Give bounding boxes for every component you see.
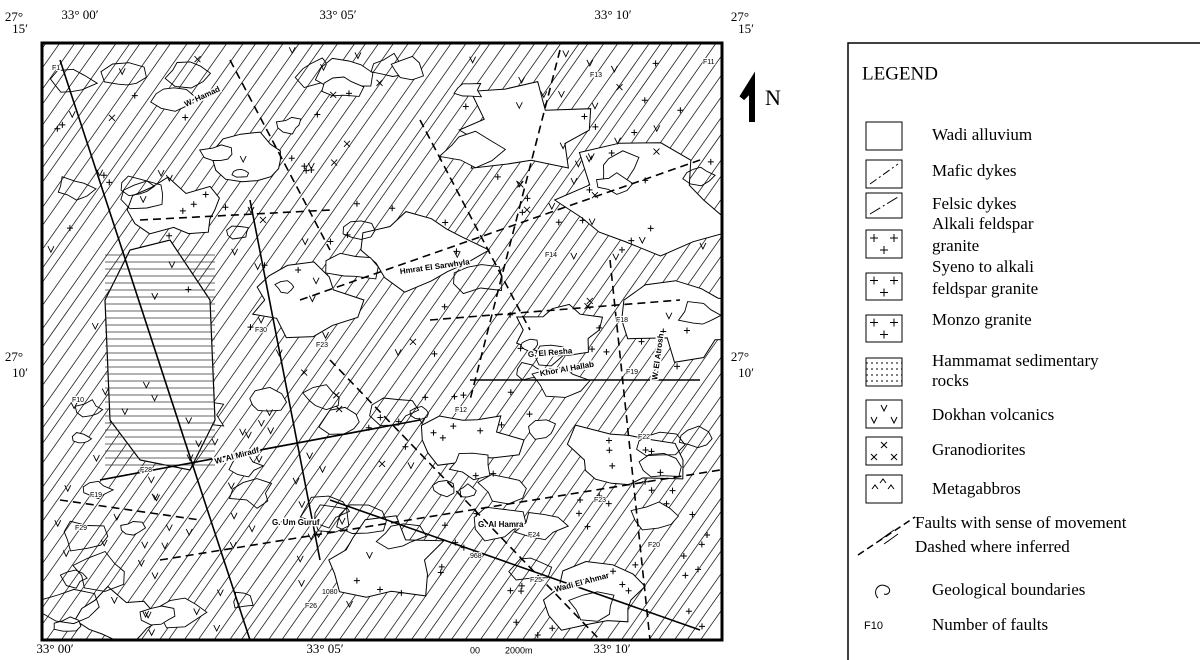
top-coordinate: 33° 05′ [319, 7, 356, 22]
fault-number: F23 [594, 497, 606, 504]
legend-swatch [866, 122, 902, 150]
legend-label: Dashed where inferred [915, 537, 1070, 556]
legend-label: Hammamat sedimentary [932, 351, 1099, 370]
legend-label: Dokhan volcanics [932, 405, 1054, 424]
fault-number: F1 [52, 65, 60, 72]
right-coordinate: 10′ [738, 365, 754, 380]
scale-label: 00 [470, 645, 480, 655]
fault-number: F25 [530, 577, 542, 584]
legend-label: Syeno to alkali [932, 257, 1034, 276]
legend-label: Geological boundaries [932, 580, 1085, 599]
left-coordinate: 27° [5, 349, 23, 364]
fault-number: F19 [626, 369, 638, 376]
legend-label: rocks [932, 371, 969, 390]
fault-number: F22 [638, 434, 650, 441]
legend-swatch [866, 475, 902, 503]
place-name: G. Um Guruf [272, 518, 320, 527]
top-coordinate: 33° 10′ [594, 7, 631, 22]
legend-symbol-label: F10 [864, 620, 883, 632]
legend-label: Mafic dykes [932, 161, 1017, 180]
legend-label: Faults with sense of movement [915, 513, 1127, 532]
legend-title: LEGEND [862, 63, 938, 84]
fault-number: F11 [703, 59, 715, 66]
fault-number: F19 [90, 492, 102, 499]
legend-swatch [866, 358, 902, 386]
fault-number: F13 [590, 72, 602, 79]
legend-label: Metagabbros [932, 479, 1021, 498]
fault-number: F12 [455, 407, 467, 414]
legend-label: Wadi alluvium [932, 125, 1032, 144]
fault-number: F18 [616, 317, 628, 324]
elevation: 968 [470, 553, 482, 560]
top-coordinate: 33° 00′ [61, 7, 98, 22]
scale-label: 2000m [505, 645, 533, 655]
fault-number: F14 [545, 252, 557, 259]
map-figure: 33° 00′ 33° 05′ 33° 10′ 33° 00′ 33° 05′ 33° 1… [0, 0, 1200, 660]
fault-number: F26 [305, 603, 317, 610]
place-name: G. Al Hamra [478, 520, 524, 529]
elevation: 1080 [322, 589, 338, 596]
fault-number: F30 [255, 327, 267, 334]
fault-number: F29 [75, 525, 87, 532]
bottom-coordinate: 33° 10′ [593, 641, 630, 656]
legend-swatch [866, 437, 902, 465]
north-label: N [765, 85, 781, 110]
legend-label: Alkali feldspar [932, 214, 1034, 233]
bottom-coordinate: 33° 05′ [306, 641, 343, 656]
legend-label: Monzo granite [932, 310, 1032, 329]
right-coordinate: 15′ [738, 21, 754, 36]
legend-label: Felsic dykes [932, 194, 1017, 213]
fault-number: F20 [648, 542, 660, 549]
legend-swatch [866, 400, 902, 428]
left-coordinate: 15′ [12, 21, 28, 36]
fault-number: F23 [316, 342, 328, 349]
bottom-coordinate: 33° 00′ [36, 641, 73, 656]
legend-label: feldspar granite [932, 279, 1038, 298]
legend-label: Granodiorites [932, 440, 1025, 459]
legend-label: granite [932, 236, 979, 255]
right-coordinate: 27° [731, 349, 749, 364]
fault-number: F28 [140, 467, 152, 474]
left-coordinate: 10′ [12, 365, 28, 380]
legend-label: Number of faults [932, 615, 1048, 634]
fault-number: F24 [528, 532, 540, 539]
fault-number: F10 [72, 397, 84, 404]
